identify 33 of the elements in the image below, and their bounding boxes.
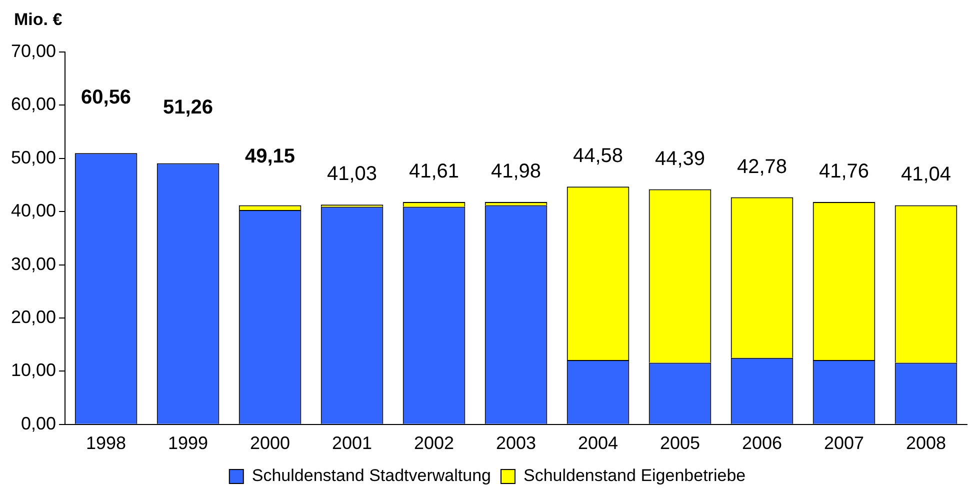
x-tick-label: 2001 (332, 433, 372, 454)
x-tick-label: 2006 (742, 433, 782, 454)
x-tick-label: 1998 (86, 433, 126, 454)
y-axis-title: Mio. € (14, 10, 63, 30)
annotation: 41,04 (900, 164, 952, 186)
x-tick-label: 2007 (824, 433, 864, 454)
legend-label: Schuldenstand Eigenbetriebe (523, 466, 746, 486)
annotation: 51,26 (163, 96, 214, 119)
annotation: 41,98 (490, 160, 542, 183)
x-tick-label: 2004 (578, 433, 618, 454)
x-tick-label: 2002 (414, 433, 454, 454)
legend-label: Schuldenstand Stadtverwaltung (252, 466, 491, 486)
y-tick-label: 50,00 (10, 147, 56, 168)
y-tick-label: 30,00 (10, 254, 56, 274)
x-tick-label: 1999 (168, 433, 208, 454)
y-tick-label: 0,00 (20, 413, 56, 434)
y-tick-label: 20,00 (10, 306, 56, 327)
x-tick-label: 2005 (660, 433, 700, 454)
x-tick-label: 2008 (906, 433, 946, 454)
x-tick-label: 2000 (250, 433, 290, 454)
annotation: 41,03 (327, 163, 378, 186)
annotation: 41,76 (818, 160, 870, 183)
annotation: 60,56 (81, 86, 132, 109)
y-tick-label: 10,00 (10, 360, 56, 380)
annotation: 44,39 (654, 148, 706, 170)
annotation: 44,58 (572, 145, 624, 168)
y-tick-label: 70,00 (10, 40, 56, 61)
x-tick-label: 2003 (496, 433, 536, 454)
annotation: 42,78 (736, 156, 788, 178)
annotation: 41,61 (408, 160, 460, 183)
y-tick-label: 40,00 (10, 200, 56, 221)
annotation: 49,15 (245, 146, 296, 168)
y-tick-label: 60,00 (10, 94, 56, 114)
